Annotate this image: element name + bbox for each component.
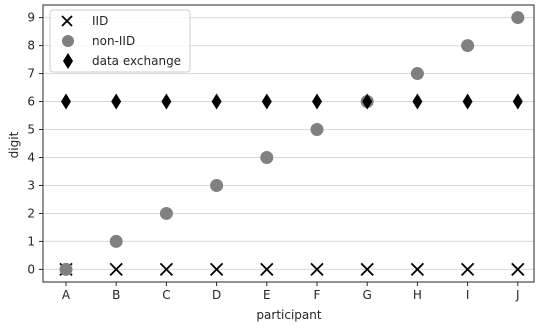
x-tick-label: G	[363, 288, 372, 302]
data-exchange-point	[462, 93, 473, 110]
iid-point	[460, 262, 475, 277]
x-tick-label: J	[515, 288, 520, 302]
y-tick-label: 0	[27, 262, 35, 276]
data-exchange-point	[362, 93, 373, 110]
x-tick-label: B	[112, 288, 120, 302]
iid-point	[410, 262, 425, 277]
y-tick-label: 8	[27, 39, 35, 53]
legend-item-iid: IID	[61, 14, 108, 28]
data-exchange-point	[261, 93, 272, 110]
y-tick-label: 5	[27, 123, 35, 137]
legend-label-iid: IID	[92, 14, 108, 28]
non-iid-point	[59, 262, 73, 276]
legend-circle-marker	[62, 35, 74, 47]
x-tick-label: I	[466, 288, 470, 302]
legend-box	[49, 9, 191, 73]
x-tick-label: H	[413, 288, 422, 302]
non-iid-point	[461, 39, 475, 53]
legend-item-data-exchange: data exchange	[63, 53, 181, 69]
iid-point	[310, 262, 324, 277]
y-tick-label: 2	[27, 206, 35, 220]
non-iid-point	[109, 234, 123, 248]
legend-diamond-marker	[63, 53, 73, 69]
data-exchange-point	[312, 93, 322, 110]
y-tick-label: 1	[27, 234, 35, 248]
data-exchange-point	[111, 93, 122, 110]
x-tick-label: E	[263, 288, 271, 302]
grid-lines	[43, 17, 534, 270]
non-iid-point	[511, 11, 525, 25]
legend-x-marker	[61, 15, 73, 27]
legend: IID non-IID data exchange	[49, 9, 191, 73]
x-tick-label: A	[62, 288, 71, 302]
data-exchange-point	[211, 93, 222, 110]
iid-point	[159, 262, 174, 277]
non-iid-point	[410, 67, 424, 81]
iid-point	[511, 262, 525, 277]
data-exchange-point	[161, 93, 172, 110]
data-exchange-point	[512, 93, 523, 110]
y-tick-label: 9	[27, 11, 35, 25]
iid-point	[209, 262, 224, 277]
y-tick-label: 6	[27, 95, 35, 109]
y-tick-label: 4	[27, 150, 35, 164]
chart-marks	[59, 11, 525, 277]
non-iid-point	[159, 206, 173, 220]
iid-point	[260, 262, 274, 277]
non-iid-point	[210, 178, 224, 192]
x-tick-label: D	[212, 288, 221, 302]
data-exchange-point	[61, 93, 71, 110]
non-iid-point	[310, 123, 324, 137]
x-tick-label: C	[162, 288, 170, 302]
legend-item-non-iid: non-IID	[62, 34, 135, 48]
x-axis-label: participant	[256, 308, 321, 322]
iid-point	[360, 262, 374, 277]
x-tick-label: F	[314, 288, 321, 302]
legend-label-non-iid: non-IID	[92, 34, 135, 48]
y-tick-label: 3	[27, 178, 35, 192]
iid-point	[109, 262, 123, 277]
plot-frame	[42, 4, 535, 283]
axis-ticks: 0 1 2 3 4 5 6 7 8 9 A B C D E F G H I J	[27, 11, 519, 302]
legend-label-data-exchange: data exchange	[92, 54, 181, 68]
y-axis-label: digit	[7, 131, 21, 158]
non-iid-point	[260, 150, 274, 164]
y-tick-label: 7	[27, 67, 35, 81]
data-exchange-point	[412, 93, 423, 110]
